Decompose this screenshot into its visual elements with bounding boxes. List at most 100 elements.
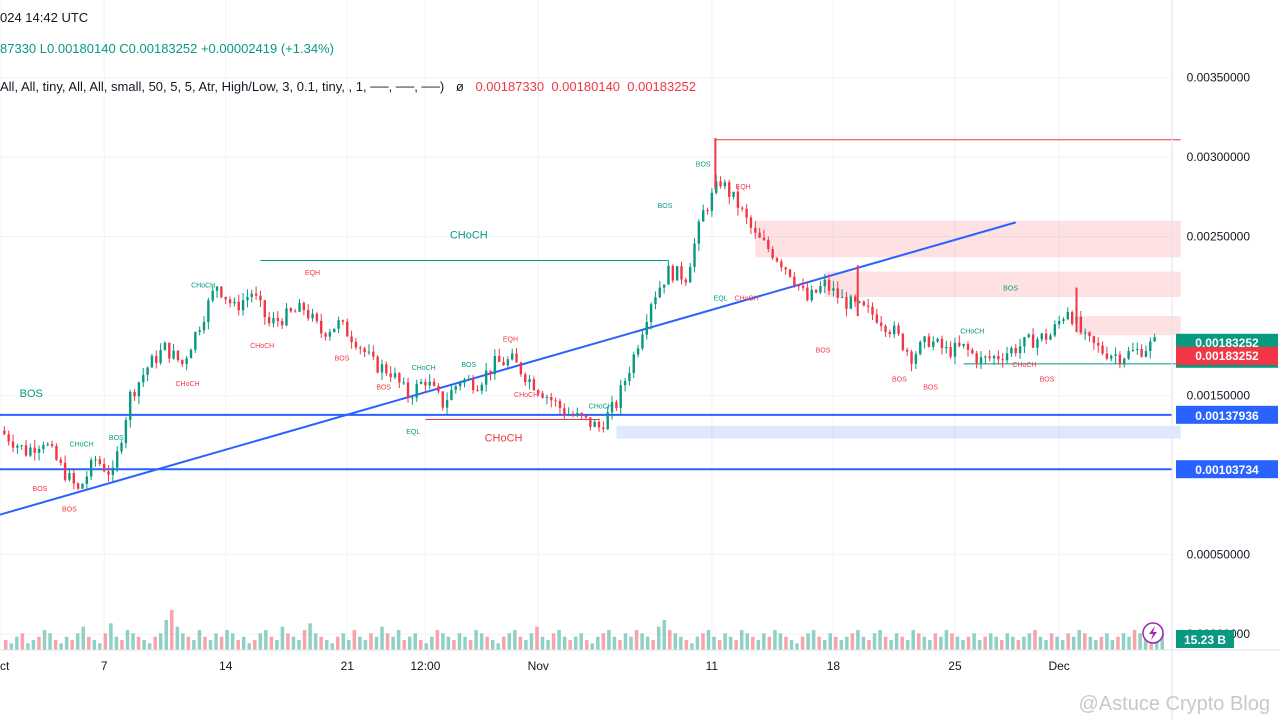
volume-bar: [70, 640, 74, 650]
time-tick-label: 14: [219, 659, 233, 673]
candle-body: [437, 385, 440, 392]
candle-body: [55, 445, 58, 460]
candle-body: [1040, 333, 1043, 340]
candle-body: [150, 355, 154, 368]
volume-bar: [92, 640, 97, 650]
volume-bar: [568, 640, 572, 650]
volume-bar: [645, 636, 650, 650]
candle-body: [350, 336, 353, 342]
volume-bar: [894, 633, 899, 650]
candle-body: [280, 321, 284, 326]
volume-bar: [867, 640, 871, 650]
candle-body: [797, 285, 800, 287]
candle-body: [276, 318, 280, 322]
price-tag-label: 0.00137936: [1195, 409, 1259, 423]
volume-bar: [1099, 636, 1104, 650]
volume-bar: [928, 640, 932, 650]
volume-bar: [789, 640, 794, 650]
candle-body: [324, 333, 327, 337]
candle-body: [1014, 347, 1017, 354]
candle-body: [632, 354, 635, 374]
candle-body: [1070, 312, 1074, 324]
candle-body: [1053, 324, 1056, 336]
candle-body: [866, 305, 870, 307]
volume-bar: [917, 633, 921, 650]
candle-body: [250, 293, 253, 297]
time-axis[interactable]: Oct 7 14 21 12:00 Nov 11 18 25 Dec: [0, 649, 1280, 673]
indicator-legend[interactable]: All, All, tiny, All, All, small, 50, 5, …: [0, 79, 696, 94]
volume-bar: [811, 630, 816, 650]
candle-body: [602, 427, 605, 430]
candle-body: [137, 382, 141, 397]
volume-bar: [9, 643, 14, 650]
volume-bar: [590, 643, 595, 650]
volume-bar: [601, 633, 606, 650]
structure-label: EQL: [714, 295, 728, 302]
candle-body: [1049, 335, 1052, 340]
structure-label: CHoCH: [450, 229, 488, 241]
candle-body: [1131, 350, 1135, 352]
volume-bar: [468, 640, 473, 650]
header-datetime: 024 14:42 UTC: [0, 10, 89, 25]
candle-body: [98, 459, 102, 464]
candle-body: [606, 412, 609, 430]
volume-bar: [778, 633, 783, 650]
candle-body: [16, 445, 19, 448]
candle-body: [519, 362, 523, 375]
candle-body: [979, 357, 983, 364]
candle-body: [788, 269, 792, 277]
candle-body: [906, 349, 909, 352]
candle-body: [315, 313, 319, 321]
time-tick-label: Nov: [528, 659, 549, 673]
candle-body: [241, 300, 245, 311]
candle-body: [72, 472, 75, 484]
candle-body: [1110, 355, 1113, 359]
volume-bar: [424, 643, 429, 650]
candle-body: [1018, 346, 1022, 354]
volume-bar: [114, 636, 119, 650]
candle-body: [393, 373, 397, 378]
candle-body: [1101, 345, 1104, 354]
volume-bar: [562, 636, 567, 650]
candle-body: [146, 367, 149, 375]
time-tick-label: 12:00: [410, 659, 440, 673]
candle-body: [341, 320, 345, 322]
volume-bar: [972, 633, 976, 650]
indicator-params: All, All, tiny, All, All, small, 50, 5, …: [0, 79, 445, 94]
lightning-icon: [1149, 626, 1157, 640]
candle-body: [198, 330, 201, 333]
candle-body: [111, 467, 115, 475]
candle-body: [745, 208, 748, 218]
candle-body: [962, 343, 965, 346]
volume-bar: [518, 636, 523, 650]
candle-body: [645, 322, 648, 335]
candle-body: [1097, 342, 1100, 346]
candle-body: [202, 321, 206, 331]
volume-bar: [1066, 633, 1070, 650]
volume-bar: [147, 643, 152, 650]
price-tick-label: 0.00250000: [1187, 230, 1251, 244]
volume-bar: [153, 636, 157, 650]
candle-body: [389, 373, 392, 378]
structure-label: EQH: [503, 337, 518, 344]
volume-bar: [330, 643, 334, 650]
volume-bar: [872, 633, 877, 650]
candle-body: [432, 381, 436, 386]
volume-bar: [900, 636, 904, 650]
candle-body: [897, 325, 900, 334]
volume-bar: [15, 636, 19, 650]
volume-bar: [59, 643, 63, 650]
candle-body: [189, 349, 193, 359]
structure-label: BOS: [1040, 376, 1055, 383]
candle-body: [155, 355, 158, 363]
structure-label: BOS: [335, 356, 350, 363]
structure-label: BOS: [376, 384, 391, 391]
volume-bar: [1127, 636, 1131, 650]
volume-bar: [291, 636, 296, 650]
volume-bar: [1071, 636, 1076, 650]
candle-body: [272, 318, 275, 324]
candle-body: [771, 249, 774, 259]
candle-body: [298, 302, 301, 312]
candle-body: [1149, 341, 1152, 351]
